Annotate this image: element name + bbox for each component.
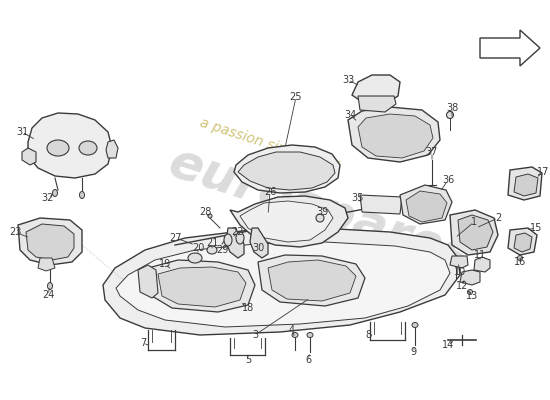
Polygon shape (450, 210, 498, 255)
Text: 18: 18 (242, 303, 254, 313)
Text: 26: 26 (264, 187, 276, 197)
Text: 36: 36 (442, 175, 454, 185)
Text: 3: 3 (252, 330, 258, 340)
Polygon shape (514, 233, 532, 252)
Text: 2: 2 (495, 213, 501, 223)
Text: 25: 25 (290, 92, 303, 102)
Ellipse shape (236, 232, 244, 244)
Text: 21: 21 (206, 238, 218, 248)
Text: 37: 37 (426, 147, 438, 157)
Ellipse shape (307, 332, 313, 338)
Ellipse shape (292, 332, 298, 338)
Text: 12: 12 (456, 281, 468, 291)
Text: 14: 14 (442, 340, 454, 350)
Text: 16: 16 (514, 257, 526, 267)
Polygon shape (106, 140, 118, 158)
Ellipse shape (47, 282, 52, 290)
Text: 35: 35 (352, 193, 364, 203)
Polygon shape (458, 215, 493, 250)
Ellipse shape (316, 214, 324, 222)
Text: 13: 13 (466, 291, 478, 301)
Polygon shape (103, 228, 460, 335)
Polygon shape (406, 191, 447, 222)
Text: 28: 28 (199, 207, 211, 217)
Polygon shape (250, 228, 268, 258)
Polygon shape (238, 152, 335, 190)
Text: eurospares: eurospares (162, 138, 478, 282)
Ellipse shape (47, 140, 69, 156)
Text: 23: 23 (9, 227, 21, 237)
Polygon shape (38, 258, 55, 271)
Ellipse shape (79, 141, 97, 155)
Polygon shape (28, 113, 112, 178)
Text: 8: 8 (365, 330, 371, 340)
Text: 29: 29 (216, 245, 228, 255)
Polygon shape (508, 228, 537, 255)
Polygon shape (360, 195, 402, 214)
Ellipse shape (447, 112, 454, 118)
Polygon shape (508, 167, 542, 200)
Text: 22: 22 (232, 227, 244, 237)
Polygon shape (226, 228, 244, 258)
Text: 30: 30 (252, 243, 264, 253)
Text: 11: 11 (474, 250, 486, 260)
Ellipse shape (207, 246, 217, 254)
Ellipse shape (518, 256, 522, 260)
Polygon shape (400, 185, 452, 224)
Ellipse shape (188, 253, 202, 263)
Polygon shape (230, 196, 348, 247)
Polygon shape (22, 148, 36, 165)
Text: 6: 6 (305, 355, 311, 365)
Polygon shape (514, 174, 538, 196)
Text: 4: 4 (289, 325, 295, 335)
Polygon shape (450, 256, 468, 268)
Text: 9: 9 (410, 347, 416, 357)
Text: 7: 7 (140, 338, 146, 348)
Polygon shape (26, 224, 74, 260)
Text: a passion since 1985: a passion since 1985 (199, 116, 342, 174)
Ellipse shape (52, 190, 58, 196)
Text: 24: 24 (42, 290, 54, 300)
Text: 15: 15 (530, 223, 542, 233)
Polygon shape (116, 242, 450, 327)
Polygon shape (460, 270, 480, 285)
Polygon shape (358, 96, 396, 112)
Text: 34: 34 (344, 110, 356, 120)
Polygon shape (268, 260, 356, 301)
Ellipse shape (80, 192, 85, 198)
Ellipse shape (412, 322, 418, 328)
Ellipse shape (224, 234, 232, 246)
Polygon shape (480, 30, 540, 66)
Polygon shape (474, 257, 490, 272)
Polygon shape (358, 114, 433, 158)
Polygon shape (18, 218, 82, 265)
Text: 33: 33 (342, 75, 354, 85)
Text: 17: 17 (537, 167, 549, 177)
Text: 38: 38 (446, 103, 458, 113)
Polygon shape (258, 255, 365, 306)
Polygon shape (158, 267, 246, 307)
Polygon shape (348, 107, 440, 162)
Text: 20: 20 (192, 243, 204, 253)
Text: 19: 19 (159, 259, 171, 269)
Polygon shape (234, 145, 340, 193)
Polygon shape (352, 75, 400, 104)
Text: 31: 31 (16, 127, 28, 137)
Polygon shape (148, 260, 255, 312)
Text: 27: 27 (170, 233, 182, 243)
Text: 32: 32 (42, 193, 54, 203)
Ellipse shape (468, 290, 472, 294)
Polygon shape (240, 201, 333, 242)
Text: 5: 5 (245, 355, 251, 365)
Polygon shape (138, 265, 158, 298)
Text: 1: 1 (471, 217, 477, 227)
Ellipse shape (208, 214, 212, 218)
Text: 39: 39 (316, 207, 328, 217)
Text: 10: 10 (454, 267, 466, 277)
